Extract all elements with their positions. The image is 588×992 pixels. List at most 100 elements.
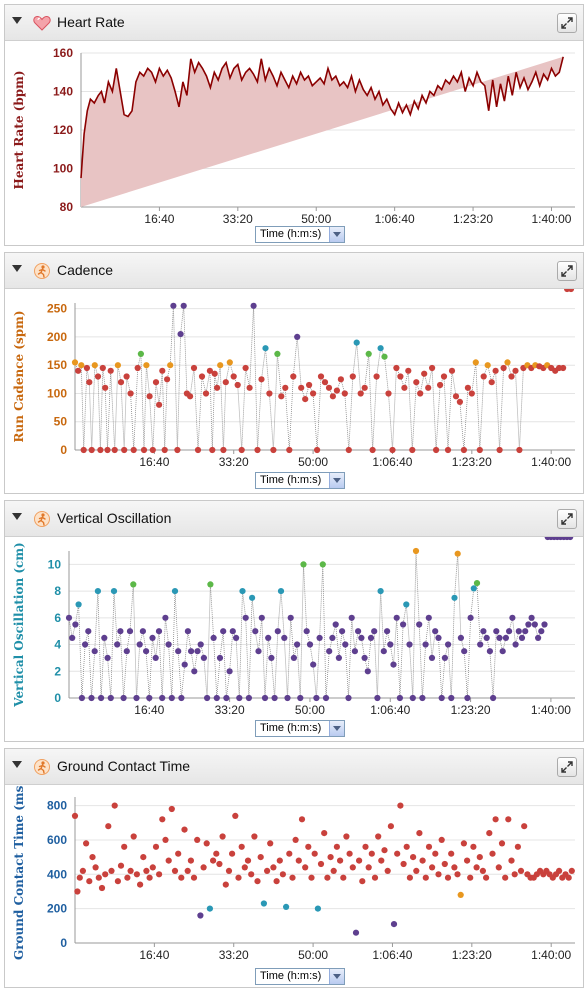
data-point: [133, 871, 140, 878]
data-point: [97, 446, 104, 454]
data-point: [267, 840, 274, 847]
data-point: [518, 634, 526, 641]
data-point: [499, 648, 506, 655]
data-point: [75, 601, 82, 608]
x-tick-label: 33:20: [223, 212, 253, 226]
data-point: [397, 802, 404, 809]
data-point: [361, 654, 368, 661]
data-point: [448, 367, 456, 374]
data-point: [460, 840, 467, 847]
panel-header[interactable]: Vertical Oscillation: [5, 501, 583, 537]
data-point: [190, 874, 198, 881]
data-point: [535, 634, 542, 641]
data-point: [435, 634, 442, 641]
panel-header[interactable]: Cadence: [5, 253, 583, 289]
data-point: [374, 694, 381, 702]
data-point: [271, 694, 278, 702]
data-point: [492, 816, 499, 823]
data-point: [254, 878, 261, 885]
expand-icon: [561, 17, 573, 29]
expand-button[interactable]: [557, 757, 577, 777]
data-point: [156, 401, 163, 408]
data-point: [321, 379, 329, 386]
data-point: [206, 905, 213, 912]
data-point: [200, 654, 207, 661]
data-point: [266, 390, 273, 397]
data-point: [297, 694, 304, 702]
data-point: [159, 816, 166, 823]
data-point: [82, 641, 89, 648]
panel-header[interactable]: Heart Rate: [5, 5, 583, 41]
data-point: [146, 874, 153, 881]
expand-button[interactable]: [557, 13, 577, 33]
data-point: [86, 878, 93, 885]
data-point: [460, 446, 467, 454]
data-point: [464, 857, 471, 864]
data-point: [130, 581, 137, 588]
data-point: [417, 390, 424, 397]
x-tick-label: 50:00: [298, 455, 328, 469]
data-point: [207, 581, 214, 588]
data-point: [480, 373, 487, 380]
x-axis-select[interactable]: Time (h:m:s): [255, 472, 345, 489]
data-point: [71, 359, 79, 366]
collapse-toggle-icon[interactable]: [12, 17, 22, 24]
x-tick-label: 16:40: [144, 212, 174, 226]
x-axis-select[interactable]: Time (h:m:s): [255, 968, 345, 985]
data-point: [361, 384, 368, 391]
x-axis-select[interactable]: Time (h:m:s): [255, 226, 345, 243]
data-point: [385, 390, 392, 397]
data-point: [476, 854, 483, 861]
data-point: [194, 836, 201, 843]
y-tick-label: 0: [54, 691, 61, 705]
data-point: [282, 384, 289, 391]
data-point: [403, 843, 410, 850]
ground-contact-time-panel: Ground Contact Time 0 200 400 600 800 16:40 33…: [4, 748, 584, 988]
data-point: [143, 648, 150, 655]
data-point: [473, 864, 480, 871]
expand-button[interactable]: [557, 509, 577, 529]
x-tick-label: 1:23:20: [451, 703, 491, 717]
x-tick-label: 33:20: [215, 703, 245, 717]
data-point: [441, 654, 448, 661]
data-point: [258, 614, 265, 621]
collapse-toggle-icon[interactable]: [12, 265, 22, 272]
cadence-chart: 0 50 100 150 200 250 16:40 33:20 50:00 1:06:40 1:2…: [12, 289, 575, 469]
data-point: [317, 373, 325, 380]
data-point: [406, 874, 413, 881]
data-point: [454, 550, 461, 557]
data-point: [419, 694, 426, 702]
data-point: [222, 379, 229, 386]
x-tick-label: 1:23:20: [452, 455, 492, 469]
data-point: [194, 648, 201, 655]
y-tick-label: 800: [47, 799, 67, 813]
data-point: [286, 446, 293, 454]
data-point: [206, 367, 213, 374]
data-point: [126, 628, 134, 635]
data-point: [262, 345, 269, 352]
panel-header[interactable]: Ground Contact Time: [5, 749, 583, 785]
data-point: [210, 857, 217, 864]
collapse-toggle-icon[interactable]: [12, 761, 22, 768]
data-point: [143, 867, 150, 874]
x-axis-select[interactable]: Time (h:m:s): [255, 720, 345, 737]
expand-button[interactable]: [557, 261, 577, 281]
data-point: [98, 884, 106, 892]
collapse-toggle-icon[interactable]: [12, 513, 22, 520]
data-point: [265, 634, 272, 641]
y-tick-label: 120: [53, 123, 73, 137]
data-point: [368, 850, 375, 857]
y-tick-label: 600: [47, 833, 67, 847]
y-tick-label: 100: [47, 386, 67, 400]
data-point: [302, 864, 309, 871]
data-point: [483, 874, 490, 881]
data-point: [479, 867, 486, 874]
x-tick-label: 1:40:00: [531, 455, 571, 469]
data-point: [326, 648, 333, 655]
data-point: [117, 379, 125, 386]
data-point: [432, 850, 439, 857]
data-point: [369, 446, 376, 454]
data-point: [244, 857, 252, 864]
data-point: [413, 867, 420, 874]
x-tick-label: 1:40:00: [531, 703, 571, 717]
